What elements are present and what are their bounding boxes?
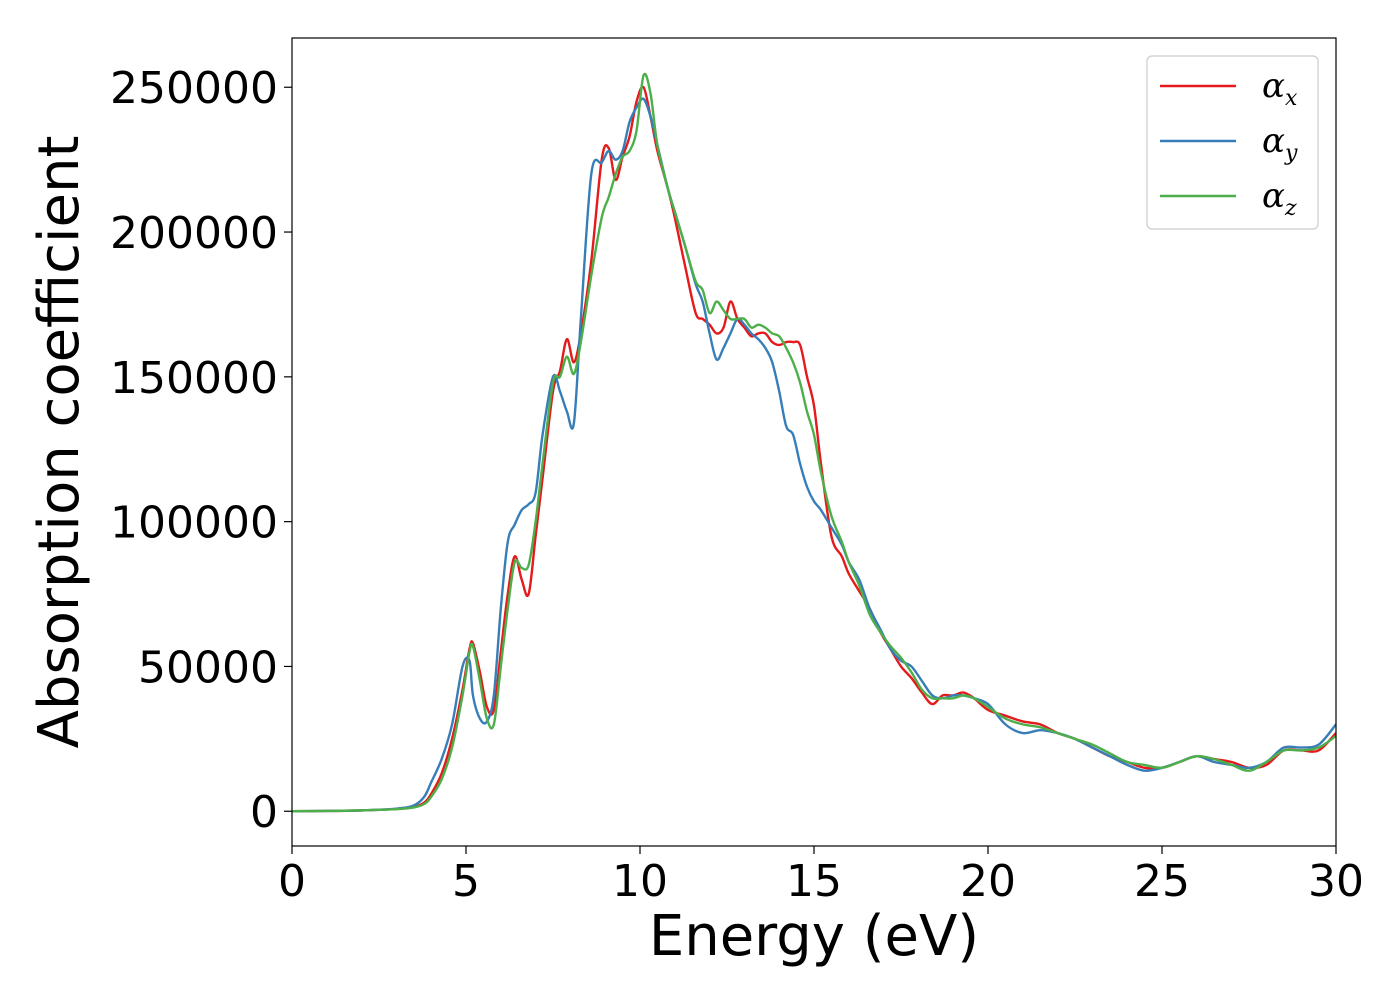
x-tick-label: 10 [612,856,668,907]
x-tick-label: 25 [1134,856,1190,907]
x-axis-ticks: 0 5 10 15 20 25 30 [278,846,1364,907]
x-tick-label: 0 [278,856,306,907]
y-tick-label: 0 [250,787,278,838]
legend: αx αy αz [1146,55,1319,230]
y-tick-label: 200000 [110,208,278,259]
legend-box [1146,55,1319,230]
x-tick-label: 30 [1308,856,1364,907]
y-axis-label: Absorption coefficient [27,136,92,749]
y-tick-label: 150000 [110,353,278,404]
x-tick-label: 15 [786,856,842,907]
y-axis-ticks: 0 50000 100000 150000 200000 250000 [110,63,292,838]
series-line-z [292,72,1336,813]
legend-entry-z: αz [1262,176,1297,221]
y-tick-label: 250000 [110,63,278,114]
x-tick-label: 20 [960,856,1016,907]
y-tick-label: 50000 [138,642,278,693]
legend-entry-y: αy [1262,121,1298,166]
x-axis-label: Energy (eV) [649,904,979,969]
series-layer [292,72,1336,813]
legend-entry-x: αx [1262,66,1298,111]
y-tick-label: 100000 [110,498,278,549]
x-tick-label: 5 [452,856,480,907]
